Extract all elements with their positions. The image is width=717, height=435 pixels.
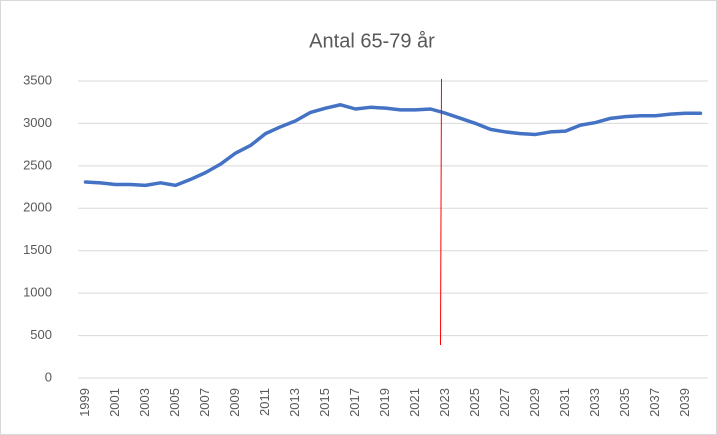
y-tick-label: 2000 (23, 200, 52, 215)
x-tick-label: 2005 (167, 388, 182, 417)
x-tick-label: 2027 (497, 388, 512, 417)
y-tick-label: 500 (30, 327, 52, 342)
x-tick-label: 2003 (137, 388, 152, 417)
x-tick-label: 2007 (197, 388, 212, 417)
x-tick-label: 2033 (587, 388, 602, 417)
x-tick-label: 2035 (617, 388, 632, 417)
x-tick-label: 2023 (437, 388, 452, 417)
data-line (83, 103, 703, 188)
x-tick-label: 2029 (527, 388, 542, 417)
x-tick-label: 2025 (467, 388, 482, 417)
x-tick-label: 2019 (377, 388, 392, 417)
x-tick-label: 2011 (257, 388, 272, 416)
y-tick-label: 2500 (23, 157, 52, 172)
marker-line (440, 78, 442, 346)
y-tick-label: 3000 (23, 115, 52, 130)
x-tick-label: 2009 (227, 388, 242, 417)
x-tick-label: 2021 (407, 388, 422, 417)
chart-title: Antal 65-79 år (309, 30, 435, 52)
x-tick-label: 2015 (317, 388, 332, 417)
x-tick-label: 2017 (347, 388, 362, 417)
y-tick-label: 1000 (23, 285, 52, 300)
x-tick-label: 2013 (287, 388, 302, 417)
y-tick-label: 3500 (23, 72, 52, 87)
x-tick-label: 2001 (107, 388, 122, 417)
x-tick-label: 2037 (647, 388, 662, 417)
y-tick-label: 0 (45, 369, 52, 384)
x-tick-label: 2039 (677, 388, 692, 417)
x-tick-label: 2031 (557, 388, 572, 417)
y-tick-label: 1500 (23, 242, 52, 257)
x-tick-label: 1999 (77, 388, 92, 417)
